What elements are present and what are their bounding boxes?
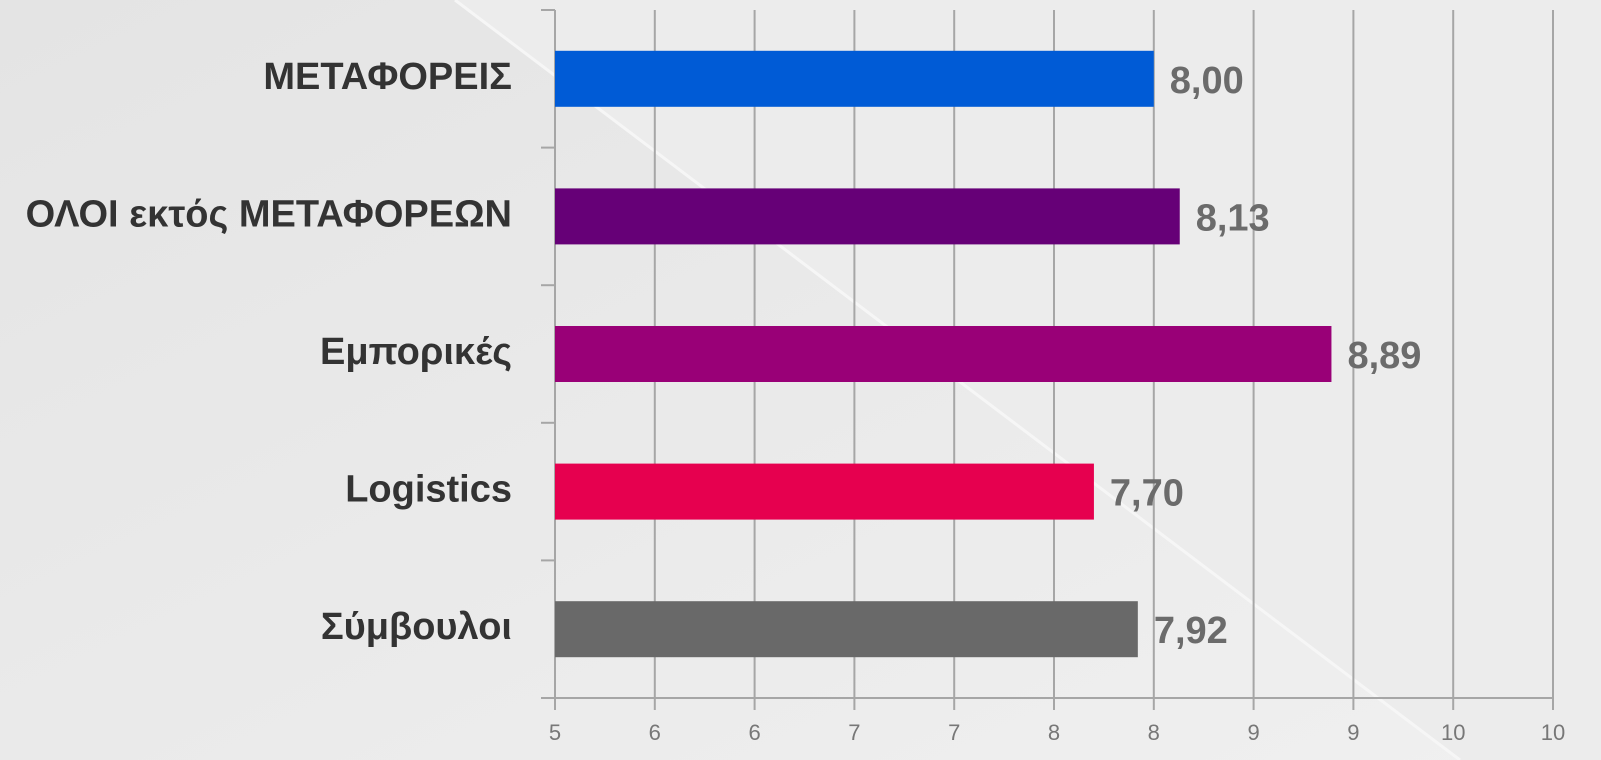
y-tick-label: Εμπορικές [320,331,512,373]
bar [555,601,1138,658]
x-tick-label: 8 [1048,720,1060,745]
x-tick-label: 5 [549,720,561,745]
y-tick-label: ΜΕΤΑΦΟΡΕΙΣ [263,56,512,98]
value-label: 8,89 [1347,335,1421,377]
bar [555,326,1332,382]
x-tick-label: 6 [748,720,760,745]
value-label: 8,00 [1170,60,1244,102]
x-tick-label: 7 [948,720,960,745]
x-tick-label: 9 [1347,720,1359,745]
y-tick-label: Σύμβουλοι [321,606,512,648]
x-tick-label: 10 [1541,720,1565,745]
y-tick-label: ΟΛΟΙ εκτός ΜΕΤΑΦΟΡΕΩΝ [26,193,512,235]
x-tick-label: 10 [1441,720,1465,745]
bar [555,188,1180,245]
bar [555,50,1154,107]
x-tick-label: 9 [1247,720,1259,745]
x-tick-label: 7 [848,720,860,745]
value-label: 7,92 [1154,610,1228,652]
value-label: 7,70 [1110,473,1184,515]
x-tick-label: 6 [649,720,661,745]
bar [555,463,1094,520]
x-tick-label: 8 [1148,720,1160,745]
value-label: 8,13 [1196,197,1270,239]
y-tick-label: Logistics [345,469,512,511]
